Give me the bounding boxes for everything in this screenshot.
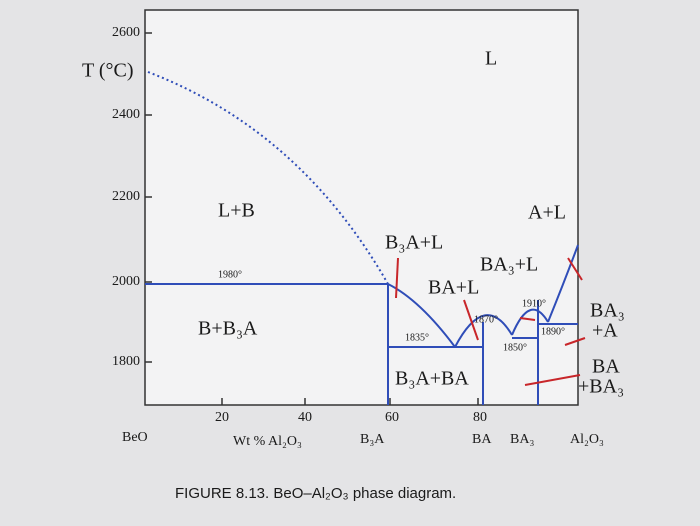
x-tick-label: 60 xyxy=(385,410,399,425)
x-tick-label: 40 xyxy=(298,410,312,425)
region-label: A+L xyxy=(528,202,566,224)
temperature-label: 1870° xyxy=(474,314,498,325)
y-axis-label: T (°C) xyxy=(82,60,134,82)
plot-frame xyxy=(144,9,579,406)
region-label: +A xyxy=(592,320,618,342)
region-label: BA xyxy=(592,356,620,378)
compound-label: BA xyxy=(472,432,492,447)
region-label: B₃A+BA xyxy=(395,368,469,390)
region-label: B₃A+L xyxy=(385,232,443,254)
x-tick-label: 80 xyxy=(473,410,487,425)
x-tick-label: 20 xyxy=(215,410,229,425)
region-label: L+B xyxy=(218,200,255,222)
temperature-label: 1890° xyxy=(541,326,565,337)
temperature-label: 1850° xyxy=(503,342,527,353)
y-tick-marks xyxy=(145,32,479,405)
y-tick-label: 2600 xyxy=(112,25,140,40)
compound-label: BA₃ xyxy=(510,432,534,447)
y-tick-label: 2200 xyxy=(112,189,140,204)
region-label: BA₃ xyxy=(590,300,625,322)
region-label: BA₃+L xyxy=(480,254,538,276)
compound-label: BeO xyxy=(122,430,148,445)
compound-label: B₃A xyxy=(360,432,385,447)
y-tick-label: 2400 xyxy=(112,107,140,122)
region-label: +BA₃ xyxy=(578,376,624,398)
temperature-label: 1835° xyxy=(405,332,429,343)
compound-label: Al₂O₃ xyxy=(570,432,604,447)
region-label: L xyxy=(485,48,497,70)
temperature-label: 1910° xyxy=(522,298,546,309)
region-label: B+B₃A xyxy=(198,318,258,340)
caption: FIGURE 8.13. BeO–Al₂O₃ phase diagram. xyxy=(175,485,456,502)
arrows xyxy=(395,257,586,386)
y-tick-label: 1800 xyxy=(112,354,140,369)
y-tick-label: 2000 xyxy=(112,274,140,289)
phase-boundaries xyxy=(145,244,579,405)
temperature-label: 1980° xyxy=(218,269,242,280)
x-axis-label: Wt % Al₂O₃ xyxy=(233,434,302,449)
region-label: BA+L xyxy=(428,277,479,299)
liquidus-dotted xyxy=(147,71,389,285)
